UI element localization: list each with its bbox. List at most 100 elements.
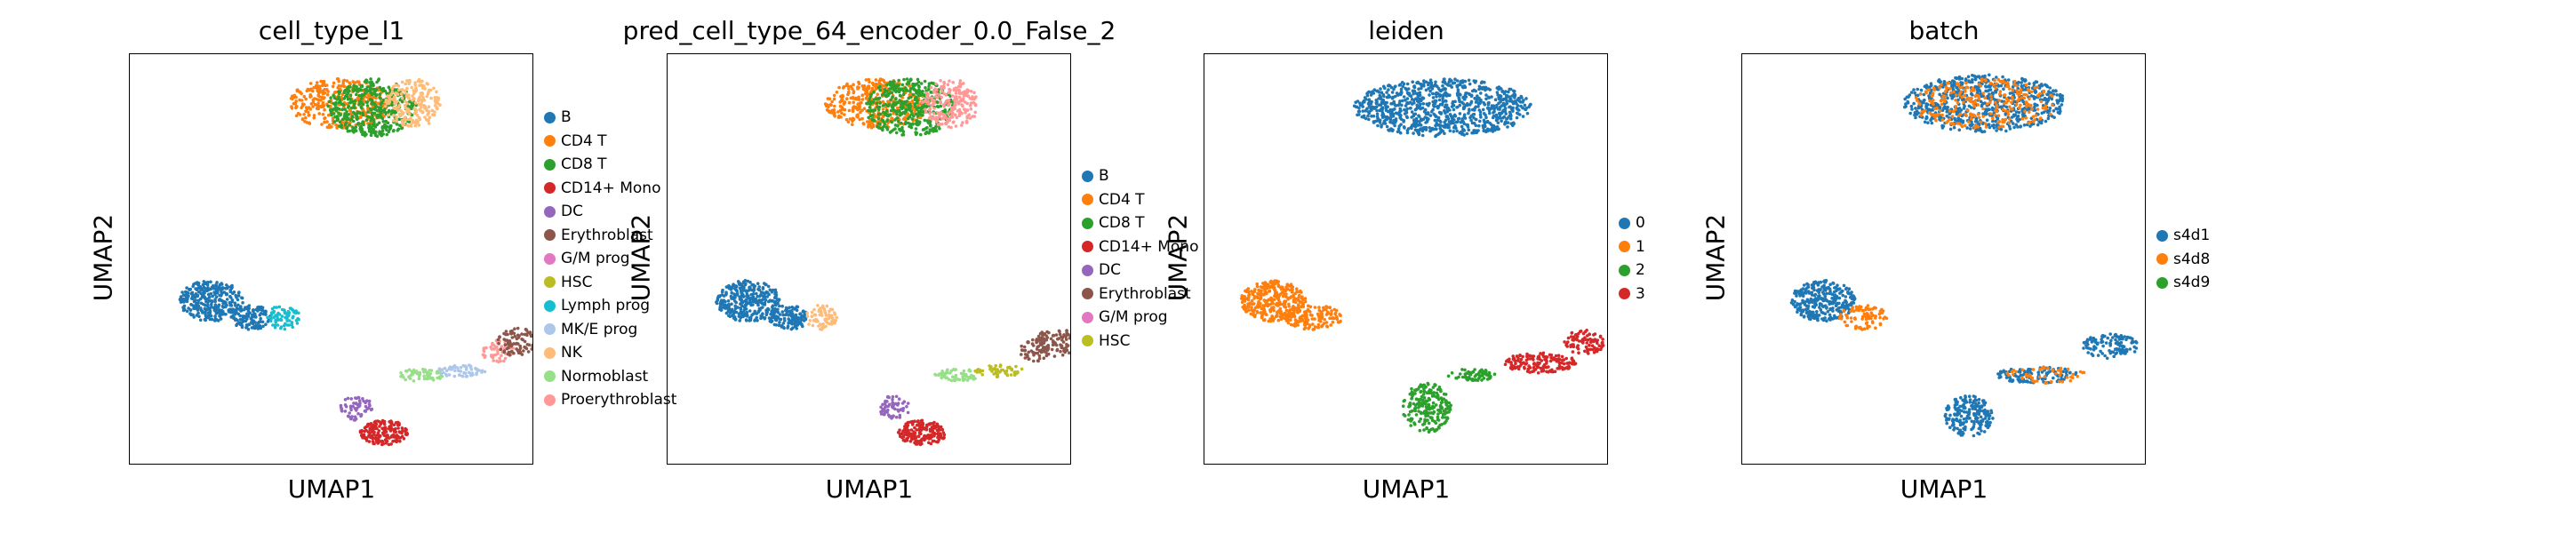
scatter-point xyxy=(949,369,954,373)
scatter-point xyxy=(178,298,182,302)
scatter-point xyxy=(406,93,411,97)
scatter-point xyxy=(894,415,899,419)
scatter-point xyxy=(354,396,357,400)
scatter-point xyxy=(944,93,948,97)
scatter-point xyxy=(435,96,439,99)
scatter-point xyxy=(335,115,340,118)
scatter-point xyxy=(205,297,209,301)
scatter-point xyxy=(332,120,337,123)
scatter-point xyxy=(1388,120,1393,124)
scatter-point xyxy=(773,288,778,292)
scatter-point xyxy=(427,118,430,122)
scatter-point xyxy=(884,399,887,403)
scatter-point xyxy=(742,281,746,285)
scatter-point xyxy=(877,82,882,86)
scatter-point xyxy=(934,82,938,86)
scatter-point xyxy=(968,369,972,373)
legend-label: DC xyxy=(561,203,583,221)
scatter-point xyxy=(372,442,376,446)
scatter-point xyxy=(1382,119,1387,123)
scatter-point xyxy=(1398,83,1403,86)
scatter-point xyxy=(1400,91,1404,95)
scatter-point xyxy=(359,434,364,438)
scatter-point xyxy=(430,108,435,113)
scatter-point xyxy=(1469,101,1473,105)
scatter-point xyxy=(844,117,849,122)
scatter-point xyxy=(899,129,902,132)
legend-label: HSC xyxy=(561,273,593,291)
scatter-point xyxy=(429,369,434,372)
scatter-point xyxy=(906,424,910,427)
scatter-point xyxy=(1361,109,1365,113)
scatter-point xyxy=(1491,115,1495,120)
scatter-point xyxy=(413,123,418,128)
scatter-point xyxy=(385,132,389,137)
scatter-point xyxy=(900,102,903,106)
scatter-point xyxy=(828,97,832,101)
scatter-point xyxy=(1396,127,1401,131)
scatter-point xyxy=(825,304,829,308)
scatter-point xyxy=(1377,97,1380,100)
scatter-point xyxy=(208,307,212,311)
scatter-point xyxy=(938,114,941,118)
scatter-point xyxy=(902,400,907,404)
scatter-point xyxy=(884,102,888,107)
scatter-point xyxy=(1363,100,1366,104)
scatter-point xyxy=(912,430,916,434)
scatter-point xyxy=(500,345,504,348)
scatter-point xyxy=(823,102,828,106)
scatter-point xyxy=(1502,91,1507,96)
scatter-point xyxy=(1482,112,1486,115)
scatter-point xyxy=(1461,120,1465,123)
scatter-point xyxy=(210,317,214,322)
scatter-point xyxy=(211,294,214,298)
scatter-point xyxy=(1058,332,1062,337)
scatter-point xyxy=(369,133,373,138)
scatter-point xyxy=(447,367,452,370)
scatter-point xyxy=(871,124,876,129)
scatter-point xyxy=(359,88,364,91)
scatter-point xyxy=(877,96,882,100)
scatter-point xyxy=(1438,126,1442,131)
scatter-point xyxy=(367,127,372,131)
legend-item: CD14+ Mono xyxy=(1082,235,1198,259)
scatter-point xyxy=(881,84,884,88)
scatter-point xyxy=(308,92,312,97)
scatter-point xyxy=(323,91,327,95)
scatter-point xyxy=(405,79,409,83)
scatter-point xyxy=(383,104,388,108)
scatter-point xyxy=(1479,81,1484,84)
scatter-point xyxy=(365,115,370,118)
scatter-point xyxy=(796,322,800,326)
scatter-point xyxy=(905,89,909,92)
scatter-point xyxy=(316,101,320,106)
scatter-point xyxy=(929,123,932,127)
scatter-point xyxy=(893,127,897,131)
scatter-point xyxy=(348,404,353,409)
scatter-point xyxy=(357,93,362,98)
legend-item: CD8 T xyxy=(544,153,676,177)
scatter-point xyxy=(1457,116,1461,121)
scatter-point xyxy=(948,87,951,91)
scatter-point xyxy=(1053,341,1057,346)
scatter-point xyxy=(370,430,373,434)
scatter-point xyxy=(718,307,722,312)
scatter-point xyxy=(716,298,720,301)
scatter-point xyxy=(1463,116,1468,120)
scatter-point xyxy=(954,91,958,95)
scatter-point xyxy=(1367,111,1371,115)
scatter-point xyxy=(938,127,941,131)
scatter-point xyxy=(849,84,853,89)
scatter-point xyxy=(958,99,963,103)
scatter-point xyxy=(388,127,392,131)
scatter-point xyxy=(895,112,899,116)
scatter-point xyxy=(881,128,884,132)
scatter-point xyxy=(1027,350,1030,354)
scatter-point xyxy=(417,377,421,381)
scatter-point xyxy=(1009,373,1013,377)
scatter-point xyxy=(995,370,998,374)
scatter-point xyxy=(365,85,370,89)
scatter-point xyxy=(1056,337,1060,341)
scatter-point xyxy=(1412,101,1416,105)
scatter-point xyxy=(373,107,378,111)
